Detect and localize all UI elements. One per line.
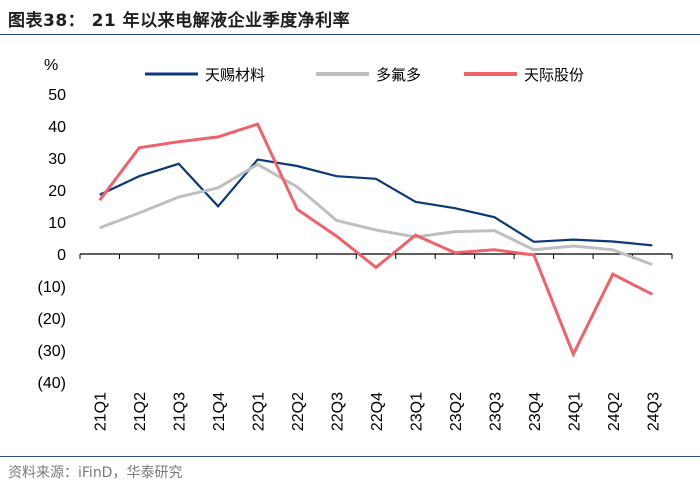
- x-tick-label: 22Q3: [330, 392, 347, 431]
- source-note: 资料来源：iFinD，华泰研究: [8, 465, 183, 481]
- x-tick-label: 22Q2: [290, 392, 307, 431]
- x-tick-label: 24Q3: [645, 392, 662, 431]
- y-axis-unit-label: %: [44, 57, 58, 74]
- series-line: [98, 122, 653, 358]
- x-tick-label: 24Q2: [606, 392, 623, 431]
- legend-label: 天际股份: [524, 66, 584, 84]
- x-tick-label: 24Q1: [566, 392, 583, 431]
- series-lines: [98, 122, 653, 358]
- y-tick-label: (40): [38, 375, 66, 392]
- y-tick-label: 40: [48, 119, 66, 136]
- x-tick-label: 21Q2: [132, 392, 149, 431]
- x-tick-label: 23Q2: [448, 392, 465, 431]
- x-tick-label: 22Q1: [251, 392, 268, 431]
- y-tick-label: 20: [48, 183, 66, 200]
- y-tick-label: 0: [57, 247, 66, 264]
- series-line: [99, 162, 653, 267]
- line-chart: 50 40 30 20 10 0 (10) (20) (30) (40) 21Q1 21Q2 21Q3…: [38, 57, 673, 431]
- x-tick-label: 21Q3: [172, 392, 189, 431]
- x-tick-label: 21Q4: [211, 392, 228, 431]
- x-tick-label: 23Q1: [408, 392, 425, 431]
- y-tick-label: 10: [48, 215, 66, 232]
- x-tick-labels: 21Q1 21Q2 21Q3 21Q4 22Q1 22Q2 22Q3 22Q4 23Q1 23Q2…: [93, 392, 663, 431]
- chart-title: 图表38： 21 年以来电解液企业季度净利率: [8, 11, 351, 31]
- source-divider: [0, 456, 700, 457]
- series-line: [99, 158, 653, 247]
- legend: 天赐材料 多氟多 天际股份: [145, 66, 584, 84]
- y-tick-label: 50: [48, 87, 66, 104]
- x-tick-label: 23Q3: [487, 392, 504, 431]
- y-tick-label: (30): [38, 343, 66, 360]
- x-tick-label: 21Q1: [93, 392, 110, 431]
- y-tick-label: (10): [38, 279, 66, 296]
- y-tick-label: (20): [38, 311, 66, 328]
- legend-label: 多氟多: [376, 66, 421, 84]
- legend-label: 天赐材料: [205, 66, 265, 84]
- y-tick-label: 30: [48, 151, 66, 168]
- x-tick-label: 23Q4: [527, 392, 544, 431]
- y-tick-labels: 50 40 30 20 10 0 (10) (20) (30) (40): [38, 87, 67, 392]
- title-divider: [0, 34, 700, 35]
- axes: [79, 253, 673, 259]
- x-tick-label: 22Q4: [369, 392, 386, 431]
